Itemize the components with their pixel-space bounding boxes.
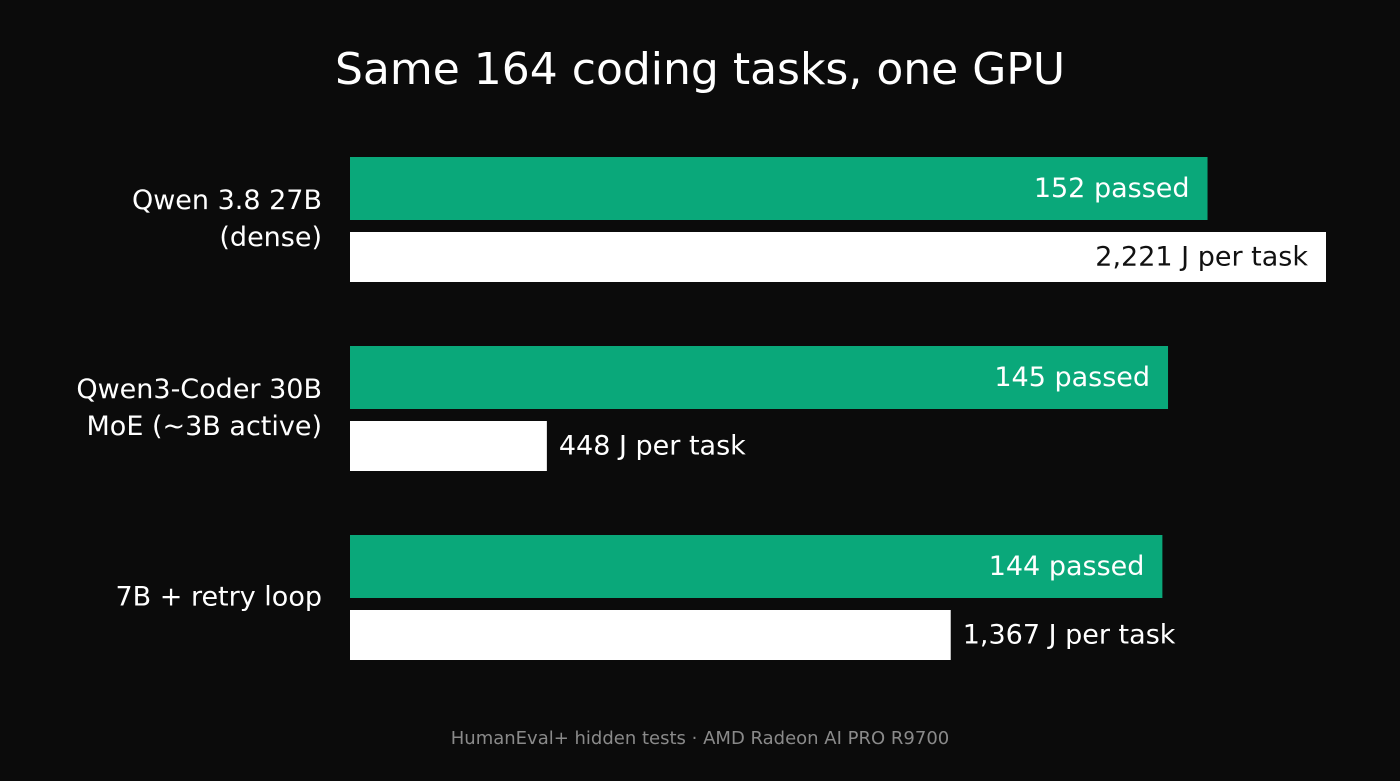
bar — [350, 610, 951, 660]
bar — [350, 535, 1163, 598]
bar — [350, 157, 1208, 220]
chart-title: Same 164 coding tasks, one GPU — [335, 44, 1065, 95]
value-label: 1,367 J per task — [963, 620, 1176, 651]
value-label: 145 passed — [994, 362, 1150, 393]
value-label: 152 passed — [1034, 173, 1190, 204]
footnote: HumanEval+ hidden tests · AMD Radeon AI … — [451, 728, 949, 749]
category-label: MoE (~3B active) — [87, 411, 323, 442]
category-label: (dense) — [219, 222, 322, 253]
bar — [350, 232, 1326, 282]
category-label: Qwen 3.8 27B — [132, 185, 322, 216]
value-label: 2,221 J per task — [1095, 242, 1308, 273]
bar — [350, 346, 1169, 409]
value-label: 144 passed — [989, 551, 1145, 582]
bar — [350, 421, 547, 471]
value-label: 448 J per task — [559, 431, 746, 462]
category-label: 7B + retry loop — [115, 582, 322, 613]
category-label: Qwen3-Coder 30B — [76, 374, 322, 405]
